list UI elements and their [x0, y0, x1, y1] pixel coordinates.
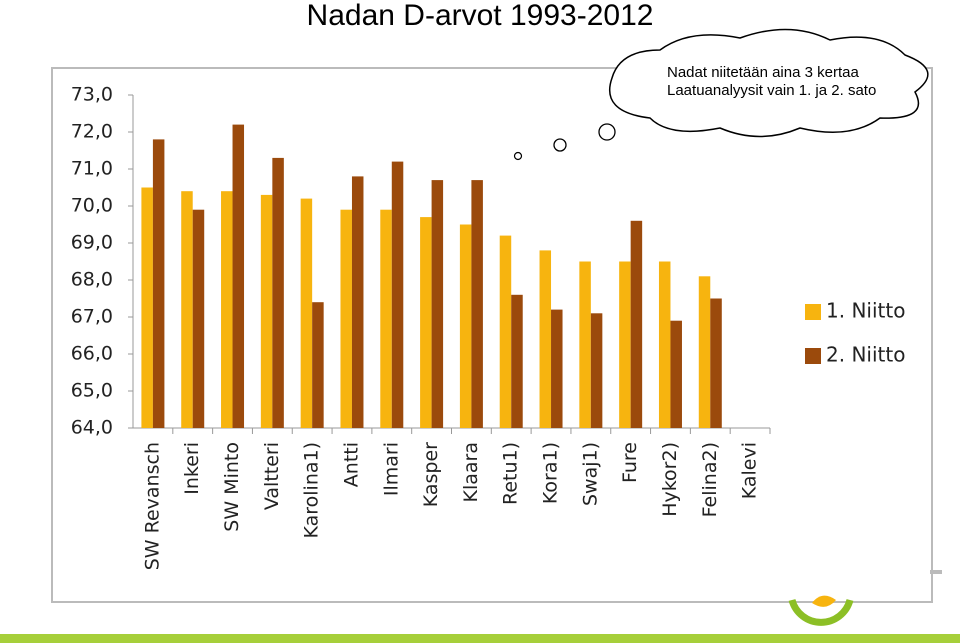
bar: [471, 180, 483, 428]
x-tick-label: Kalevi: [739, 442, 761, 499]
bar: [420, 217, 432, 428]
x-tick-label: Valtteri: [261, 442, 283, 510]
bar: [551, 309, 563, 428]
x-tick-label: Fure: [619, 442, 641, 483]
x-tick-label: Retu1): [500, 442, 522, 505]
bar: [312, 302, 324, 428]
y-tick-label: 68,0: [71, 269, 113, 291]
y-tick-label: 69,0: [71, 232, 113, 254]
bar: [619, 261, 631, 428]
bar: [232, 124, 245, 428]
bar: [579, 261, 591, 428]
y-tick-label: 70,0: [71, 195, 113, 217]
logo: [788, 595, 854, 626]
x-tick-label: SW Minto: [221, 442, 243, 532]
y-tick-label: 71,0: [71, 158, 113, 180]
x-tick-label: Ilmari: [380, 442, 402, 496]
bar: [272, 157, 284, 428]
annotation: Nadat niitetään aina 3 kertaa: [667, 64, 859, 81]
logo-arc: [788, 598, 854, 626]
bar: [539, 250, 552, 428]
y-tick-label: 65,0: [71, 380, 113, 402]
x-tick-label: Felina2): [699, 442, 721, 517]
y-tick-label: 64,0: [71, 417, 113, 439]
bar: [710, 298, 722, 428]
y-tick-label: 72,0: [71, 121, 113, 143]
y-tick-label: 73,0: [71, 84, 113, 106]
bar: [300, 198, 313, 428]
bar: [431, 180, 444, 428]
bar: [192, 209, 205, 428]
bar: [698, 276, 711, 428]
bar: [260, 194, 273, 428]
legend-swatch: [805, 348, 821, 364]
bar: [380, 209, 392, 428]
bar: [590, 313, 603, 428]
cloud-bubble: [598, 123, 616, 141]
cloud-bubble: [513, 151, 523, 161]
bar: [221, 191, 233, 428]
legend-label: 1. Niitto: [826, 299, 905, 323]
bar: [141, 187, 153, 428]
x-tick-label: Swaj1): [579, 442, 601, 506]
x-tick-label: Hykor2): [659, 442, 681, 517]
chart-title: Nadan D-arvot 1993-2012: [307, 0, 654, 32]
legend-label: 2. Niitto: [826, 343, 905, 367]
logo-leaf: [812, 595, 836, 607]
bar: [630, 220, 643, 428]
x-tick-label: Inkeri: [181, 442, 203, 495]
y-tick-label: 67,0: [71, 306, 113, 328]
footer-band: [0, 634, 960, 643]
annotation: Laatuanalyysit vain 1. ja 2. sato: [667, 82, 876, 99]
decor: [930, 570, 942, 574]
bar: [152, 139, 165, 428]
x-tick-label: Antti: [340, 442, 362, 487]
x-tick-label: Kora1): [540, 442, 562, 504]
legend-swatch: [805, 304, 821, 320]
bar: [351, 176, 364, 428]
bar: [391, 161, 404, 428]
bar: [499, 235, 512, 428]
bar: [340, 209, 352, 428]
x-tick-label: SW Revansch: [141, 442, 163, 570]
callout: Nadat niitetään aina 3 kertaa Laatuanaly…: [513, 28, 929, 161]
cloud: [608, 28, 929, 138]
x-tick-label: Kasper: [420, 442, 442, 507]
x-tick-label: Karolina1): [301, 442, 323, 539]
cloud-bubble: [553, 138, 567, 152]
bar: [459, 224, 472, 428]
x-tick-label: Klaara: [460, 442, 482, 502]
bar: [511, 294, 523, 428]
bar: [181, 191, 193, 428]
bar: [658, 261, 671, 428]
bar: [670, 320, 682, 428]
y-tick-label: 66,0: [71, 343, 113, 365]
